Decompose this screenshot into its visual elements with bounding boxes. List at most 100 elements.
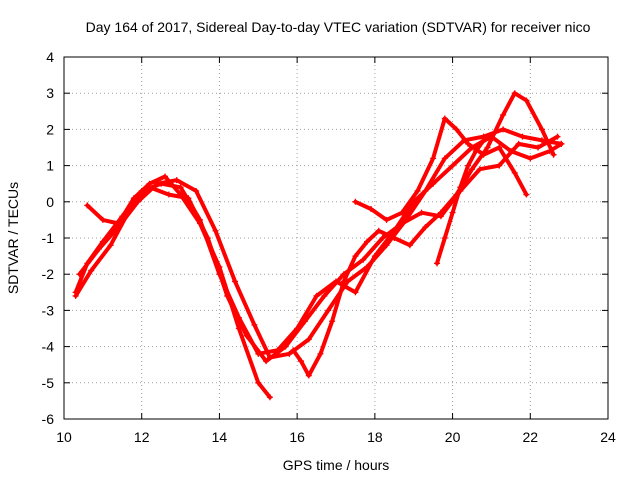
point-track-5-5 xyxy=(340,278,347,285)
y-tick-label--2: -2 xyxy=(42,266,55,282)
point-track-7-4 xyxy=(465,162,472,169)
point-track-3-1 xyxy=(95,245,102,252)
point-track-5-2 xyxy=(305,372,312,379)
point-track-2-13 xyxy=(321,292,328,299)
y-tick-label--1: -1 xyxy=(42,230,55,246)
point-track-5-0 xyxy=(290,347,297,354)
point-track-3-16 xyxy=(383,242,390,249)
point-track-7-5 xyxy=(472,148,479,155)
point-track-2-2 xyxy=(107,242,114,249)
point-track-3-19 xyxy=(441,155,448,162)
point-track-2-22 xyxy=(496,162,503,169)
x-axis-label: GPS time / hours xyxy=(283,457,390,473)
point-track-2-23 xyxy=(515,140,522,147)
point-track-2-9 xyxy=(243,332,250,339)
point-track-3-11 xyxy=(286,350,293,357)
point-track-5-6 xyxy=(352,253,359,260)
point-track-3-3 xyxy=(134,198,141,205)
y-tick-label-1: 1 xyxy=(46,158,54,174)
point-track-6-1 xyxy=(367,206,374,213)
point-track-5-10 xyxy=(406,242,413,249)
point-track-6-5 xyxy=(430,155,437,162)
point-track-2-15 xyxy=(360,256,367,263)
point-track-3-13 xyxy=(325,307,332,314)
point-track-2-6 xyxy=(185,195,192,202)
point-track-2-12 xyxy=(301,318,308,325)
point-track-4-5 xyxy=(162,173,169,180)
x-tick-label-18: 18 xyxy=(367,429,383,445)
point-track-5-15 xyxy=(484,144,491,151)
point-track-7-0 xyxy=(434,260,441,267)
x-tick-label-20: 20 xyxy=(445,429,461,445)
point-track-4-2 xyxy=(115,220,122,227)
point-track-2-5 xyxy=(165,191,172,198)
point-track-5-19 xyxy=(538,126,545,133)
point-track-3-10 xyxy=(266,354,273,361)
x-tick-label-12: 12 xyxy=(134,429,150,445)
series-track-6 xyxy=(352,115,530,223)
point-track-6-9 xyxy=(480,151,487,158)
y-tick-label-2: 2 xyxy=(46,121,54,137)
point-track-6-0 xyxy=(352,198,359,205)
point-track-1-24 xyxy=(527,155,534,162)
series-line-track-4 xyxy=(85,174,272,400)
point-track-3-17 xyxy=(402,216,409,223)
point-track-5-3 xyxy=(317,350,324,357)
point-track-3-9 xyxy=(251,321,258,328)
x-tick-label-14: 14 xyxy=(212,429,228,445)
point-track-1-13 xyxy=(313,292,320,299)
point-track-3-12 xyxy=(305,336,312,343)
point-track-1-20 xyxy=(449,162,456,169)
point-track-3-24 xyxy=(538,137,545,144)
point-track-5-11 xyxy=(422,224,429,231)
point-track-2-18 xyxy=(418,209,425,216)
point-track-7-2 xyxy=(449,209,456,216)
y-tick-label--4: -4 xyxy=(42,339,55,355)
point-track-7-3 xyxy=(457,184,464,191)
point-track-4-11 xyxy=(266,394,273,401)
point-track-2-25 xyxy=(554,133,561,140)
point-track-6-10 xyxy=(496,144,503,151)
point-track-5-17 xyxy=(511,90,518,97)
point-track-5-18 xyxy=(523,97,530,104)
point-track-3-7 xyxy=(212,227,219,234)
series-line-track-6 xyxy=(353,116,529,222)
point-track-5-8 xyxy=(375,227,382,234)
x-tick-label-22: 22 xyxy=(522,429,538,445)
point-track-3-25 xyxy=(558,140,565,147)
point-track-3-15 xyxy=(364,263,371,270)
point-track-3-5 xyxy=(173,177,180,184)
point-track-6-12 xyxy=(523,191,530,198)
point-track-4-6 xyxy=(177,191,184,198)
point-track-6-2 xyxy=(383,216,390,223)
point-track-2-11 xyxy=(282,343,289,350)
chart-title: Day 164 of 2017, Sidereal Day-to-day VTE… xyxy=(86,19,591,35)
series-track-7 xyxy=(434,137,487,267)
y-tick-label-3: 3 xyxy=(46,85,54,101)
series-line-track-3 xyxy=(77,127,564,360)
y-tick-label--6: -6 xyxy=(42,411,55,427)
point-track-2-24 xyxy=(535,144,542,151)
point-track-1-15 xyxy=(352,289,359,296)
y-tick-label--5: -5 xyxy=(42,375,55,391)
y-tick-label-4: 4 xyxy=(46,49,54,65)
point-track-2-0 xyxy=(72,292,79,299)
point-track-5-1 xyxy=(298,358,305,365)
point-track-6-8 xyxy=(465,140,472,147)
series-track-3 xyxy=(76,126,565,361)
point-track-5-9 xyxy=(391,235,398,241)
point-track-6-4 xyxy=(414,187,421,194)
point-track-3-0 xyxy=(76,271,83,278)
point-track-2-10 xyxy=(263,358,270,365)
series-track-4 xyxy=(84,173,273,401)
point-track-4-3 xyxy=(130,195,137,202)
point-track-3-22 xyxy=(500,126,507,133)
point-track-1-6 xyxy=(177,184,184,191)
series-track-5 xyxy=(290,90,557,379)
point-track-4-10 xyxy=(255,379,262,386)
point-track-5-7 xyxy=(364,238,371,245)
point-track-4-7 xyxy=(197,220,203,227)
point-track-5-20 xyxy=(550,151,557,158)
point-track-7-1 xyxy=(441,235,448,241)
